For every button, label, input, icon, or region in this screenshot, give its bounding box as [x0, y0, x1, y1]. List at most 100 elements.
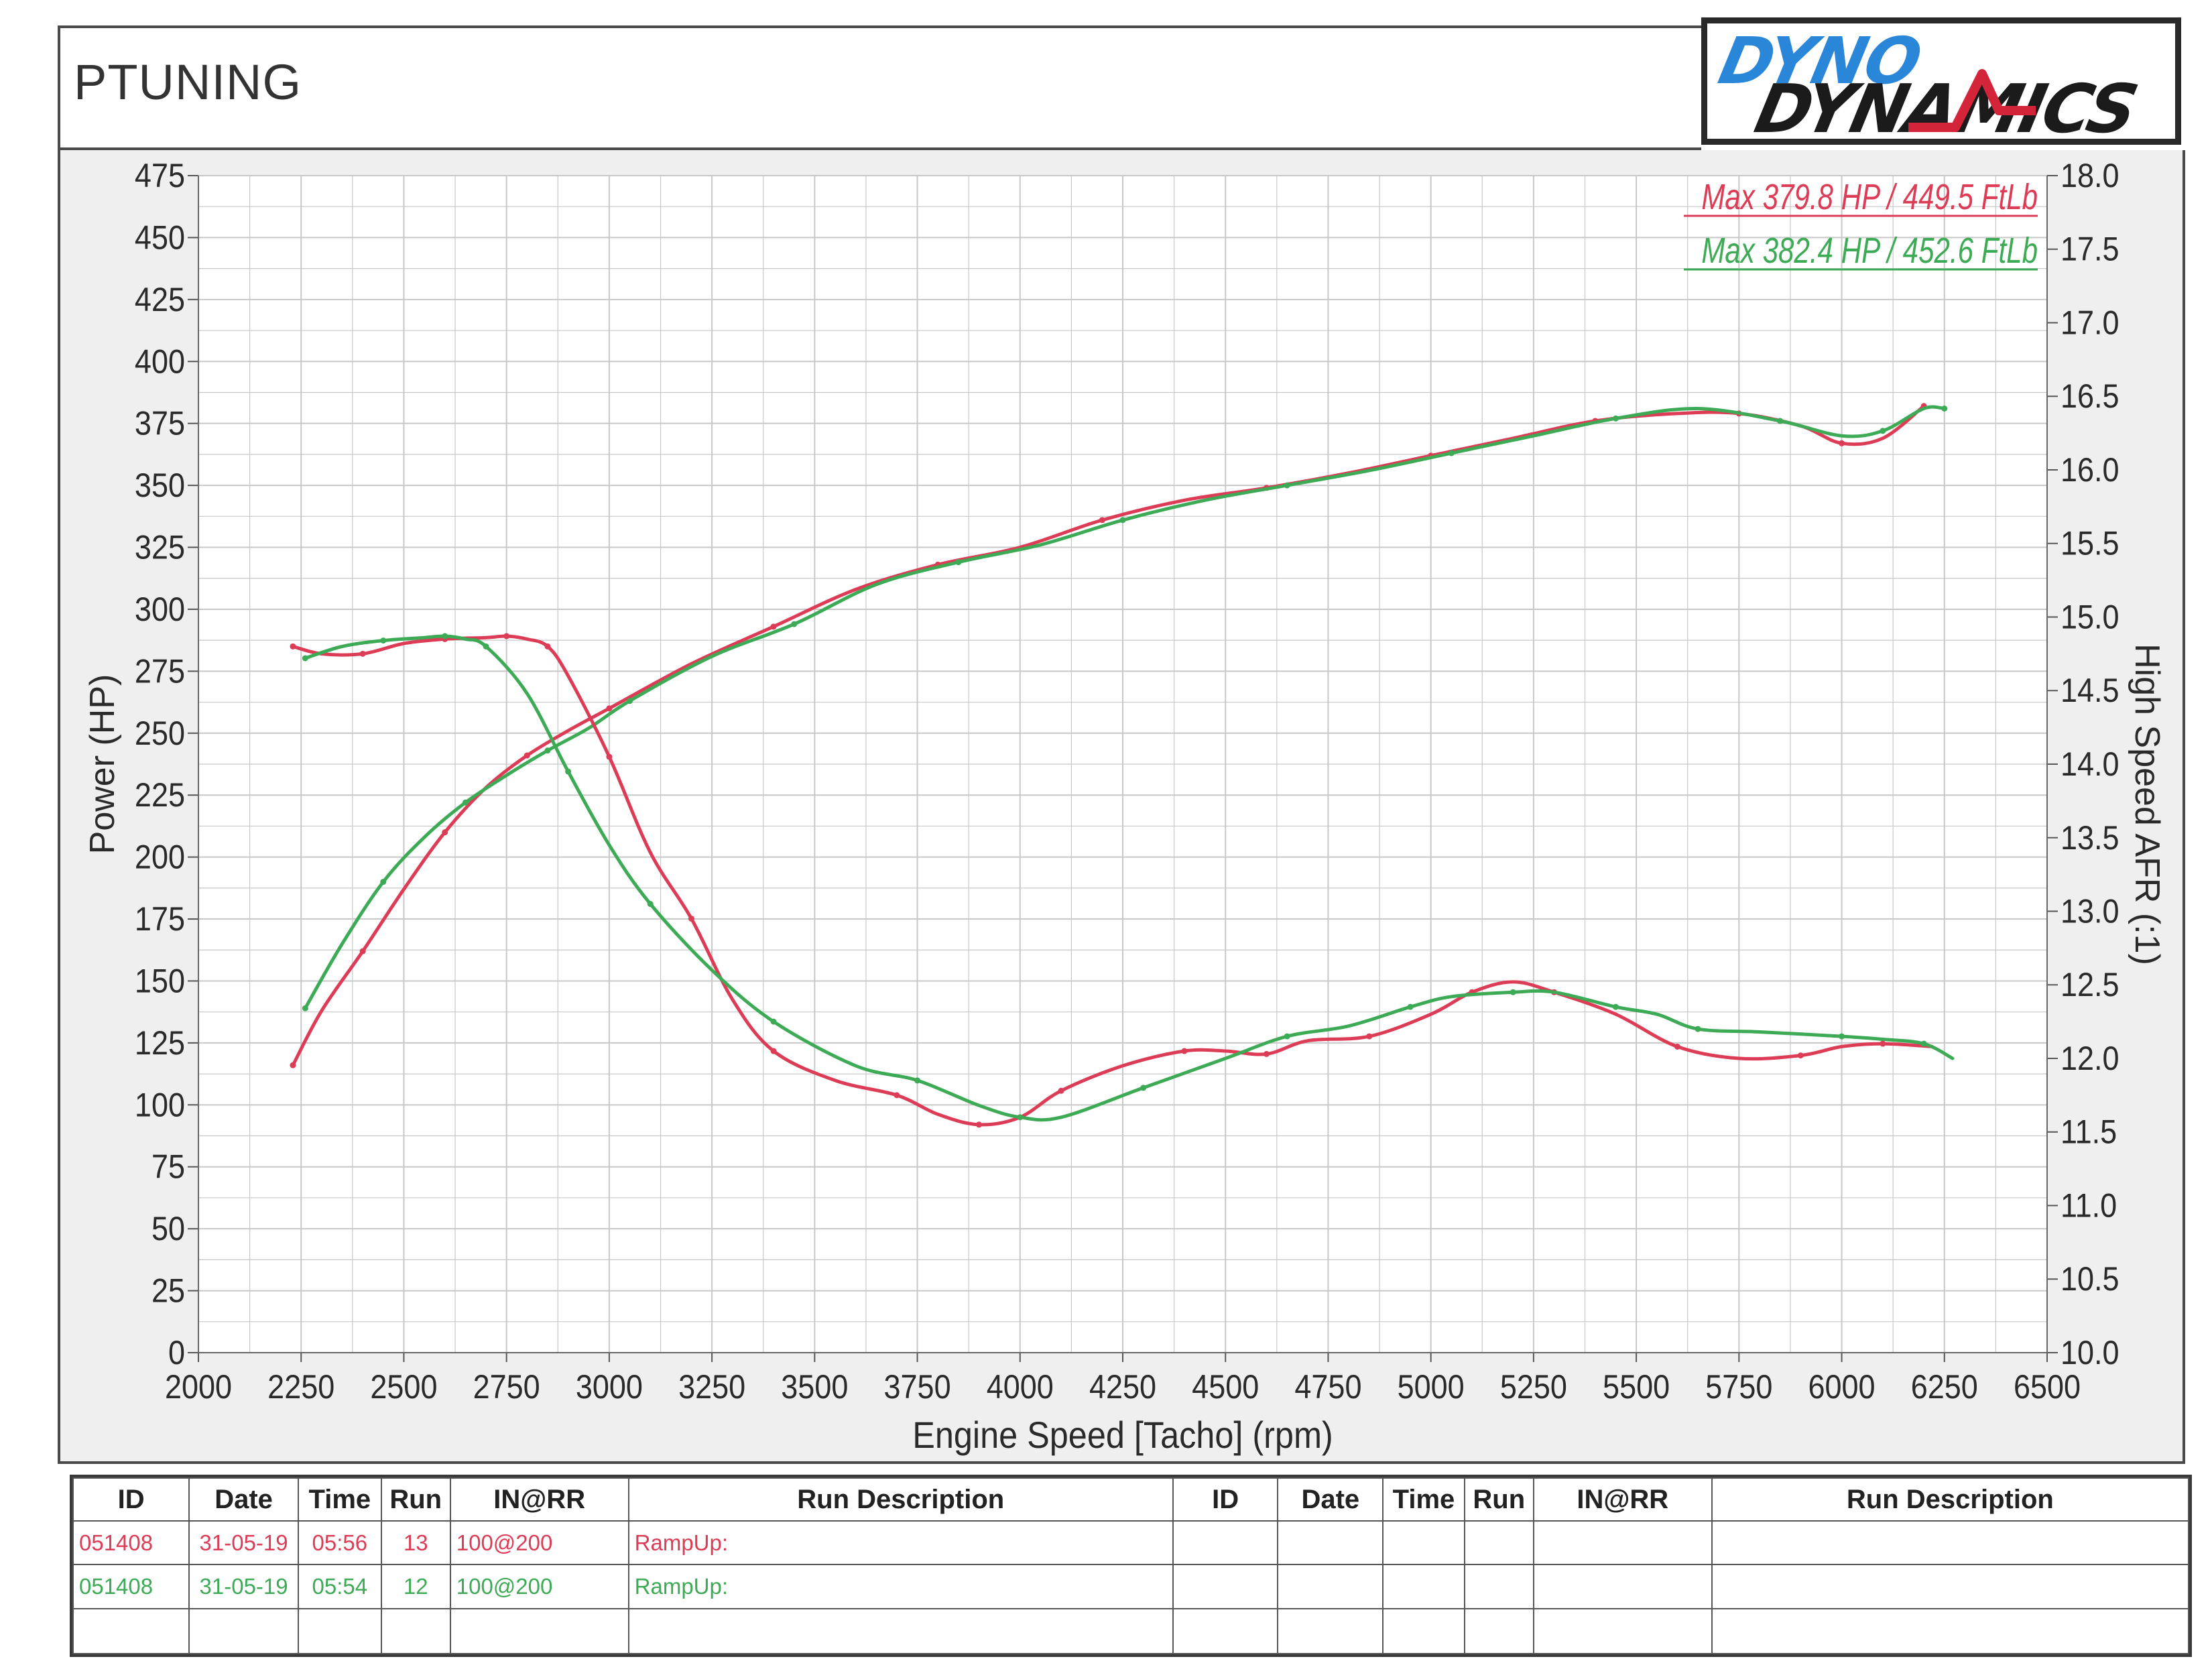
y-axis-label: Power (HP) — [83, 674, 122, 855]
table-cell-desc: RampUp: — [627, 1520, 1174, 1566]
table-cell-empty — [1172, 1564, 1279, 1609]
y-tick-label: 225 — [135, 777, 185, 814]
series-afr-2-point — [688, 915, 694, 922]
table-cell-empty — [1711, 1520, 2190, 1566]
y2-tick-label: 11.5 — [2061, 1114, 2117, 1152]
y2-tick-label: 13.0 — [2061, 893, 2119, 930]
x-tick-label: 4000 — [987, 1369, 1054, 1406]
run-table-grid: ID Date Time Run IN@RR Run Description ID Date T… — [72, 1477, 2190, 1655]
x-tick-label: 2000 — [165, 1369, 232, 1406]
series-power-1-point — [627, 698, 633, 704]
series-afr-3-point — [1284, 1033, 1290, 1040]
table-header-cell: Time — [298, 1477, 382, 1522]
table-header-cell: Date — [1277, 1477, 1384, 1522]
series-power-1 — [303, 405, 1947, 1010]
x-tick-label: 4250 — [1089, 1369, 1156, 1406]
table-cell-empty — [1382, 1520, 1465, 1566]
series-afr-3-point — [442, 633, 448, 639]
table-cell-id: 051408 — [72, 1520, 190, 1566]
table-cell-empty — [380, 1607, 451, 1655]
series-power-0-point — [1099, 517, 1105, 524]
table-cell-empty — [1277, 1564, 1384, 1609]
series-power-1-point — [1777, 418, 1784, 424]
y-tick-label: 325 — [135, 529, 185, 566]
series-power-1-point — [1880, 428, 1886, 434]
y2-tick-label: 11.0 — [2061, 1187, 2117, 1225]
table-cell-empty — [1382, 1564, 1465, 1609]
y-tick-label: 475 — [135, 158, 185, 195]
table-cell-inrr: 100@200 — [449, 1564, 629, 1609]
x-tick-label: 5250 — [1500, 1369, 1567, 1406]
series-afr-2 — [291, 634, 1934, 1127]
series-power-0-point — [524, 752, 530, 759]
table-cell-empty — [1382, 1607, 1465, 1655]
series-afr-2-point — [894, 1092, 900, 1099]
table-cell-run: 12 — [380, 1564, 451, 1609]
x-tick-label: 4750 — [1294, 1369, 1361, 1406]
y2-tick-label: 10.5 — [2061, 1261, 2119, 1298]
series-afr-3 — [303, 634, 1955, 1122]
table-cell-date: 31-05-19 — [188, 1564, 299, 1609]
y2-tick-label: 18.0 — [2061, 158, 2119, 195]
table-row: 051408 31-05-19 05:54 12 100@200 RampUp: — [72, 1564, 2190, 1609]
y2-axis-label: High Speed AFR (:1) — [2128, 643, 2166, 965]
series-power-0-point — [290, 1062, 296, 1068]
series-afr-3-point — [914, 1077, 921, 1084]
series-afr-3-point — [380, 637, 387, 644]
y-tick-label: 200 — [135, 839, 185, 876]
y-tick-label: 0 — [168, 1335, 185, 1372]
table-header-cell: IN@RR — [1532, 1477, 1713, 1522]
y-tick-label: 400 — [135, 343, 185, 381]
series-power-1-point — [1941, 406, 1948, 412]
table-cell-empty — [188, 1607, 299, 1655]
series-power-0 — [291, 404, 1926, 1067]
table-cell-empty — [1463, 1564, 1534, 1609]
series-afr-3-point — [647, 901, 654, 908]
y2-tick-label: 14.5 — [2061, 672, 2119, 710]
x-tick-label: 6000 — [1808, 1369, 1876, 1406]
y2-tick-label: 10.0 — [2061, 1335, 2119, 1372]
y2-tick-label: 14.0 — [2061, 746, 2119, 784]
table-header-cell: ID — [1172, 1477, 1279, 1522]
table-cell-date: 31-05-19 — [188, 1520, 299, 1566]
y2-tick-label: 12.5 — [2061, 967, 2119, 1004]
dyno-dynamics-logo: DYNO DYNAMICS — [1701, 17, 2181, 148]
table-header-cell: Run Description — [627, 1477, 1174, 1522]
series-power-1-point — [302, 1005, 308, 1011]
x-tick-label: 3500 — [781, 1369, 848, 1406]
table-cell-empty — [1532, 1520, 1713, 1566]
y-tick-label: 75 — [151, 1149, 185, 1186]
table-cell-empty — [298, 1607, 382, 1655]
x-tick-label: 5000 — [1398, 1369, 1465, 1406]
series-power-0-point — [1839, 440, 1845, 446]
x-tick-label: 6500 — [2014, 1369, 2081, 1406]
series-power-1-point — [1284, 482, 1290, 489]
table-cell-empty — [1463, 1520, 1534, 1566]
table-cell-empty — [1532, 1564, 1713, 1609]
y-tick-label: 100 — [135, 1087, 185, 1124]
table-cell-empty — [1172, 1520, 1279, 1566]
series-afr-3-point — [1140, 1085, 1147, 1091]
series-power-0-point — [442, 829, 448, 836]
series-afr-2-point — [975, 1121, 982, 1128]
table-header-cell: Time — [1382, 1477, 1465, 1522]
y2-tick-label: 17.0 — [2061, 304, 2119, 342]
series-afr-3-point — [565, 768, 572, 775]
series-afr-3-point — [770, 1018, 777, 1025]
series-afr-2-point — [1058, 1087, 1064, 1094]
y-tick-label: 375 — [135, 406, 185, 443]
table-row: 051408 31-05-19 05:56 13 100@200 RampUp: — [72, 1520, 2190, 1566]
run-table: ID Date Time Run IN@RR Run Description ID Date T… — [70, 1475, 2192, 1657]
table-cell-id: 051408 — [72, 1564, 190, 1609]
table-cell-empty — [627, 1607, 1174, 1655]
axes: 2000 2250 2500 2750 3000 3250 3500 3750 4000 4250… — [83, 158, 2166, 1457]
series-afr-2-point — [1880, 1040, 1886, 1047]
y2-tick-label: 15.0 — [2061, 599, 2119, 636]
table-cell-inrr: 100@200 — [449, 1520, 629, 1566]
table-cell-empty — [1532, 1607, 1713, 1655]
y-tick-label: 250 — [135, 715, 185, 753]
series-afr-3-point — [1920, 1040, 1927, 1047]
table-body: 051408 31-05-19 05:56 13 100@200 RampUp: 05140… — [72, 1520, 2190, 1655]
